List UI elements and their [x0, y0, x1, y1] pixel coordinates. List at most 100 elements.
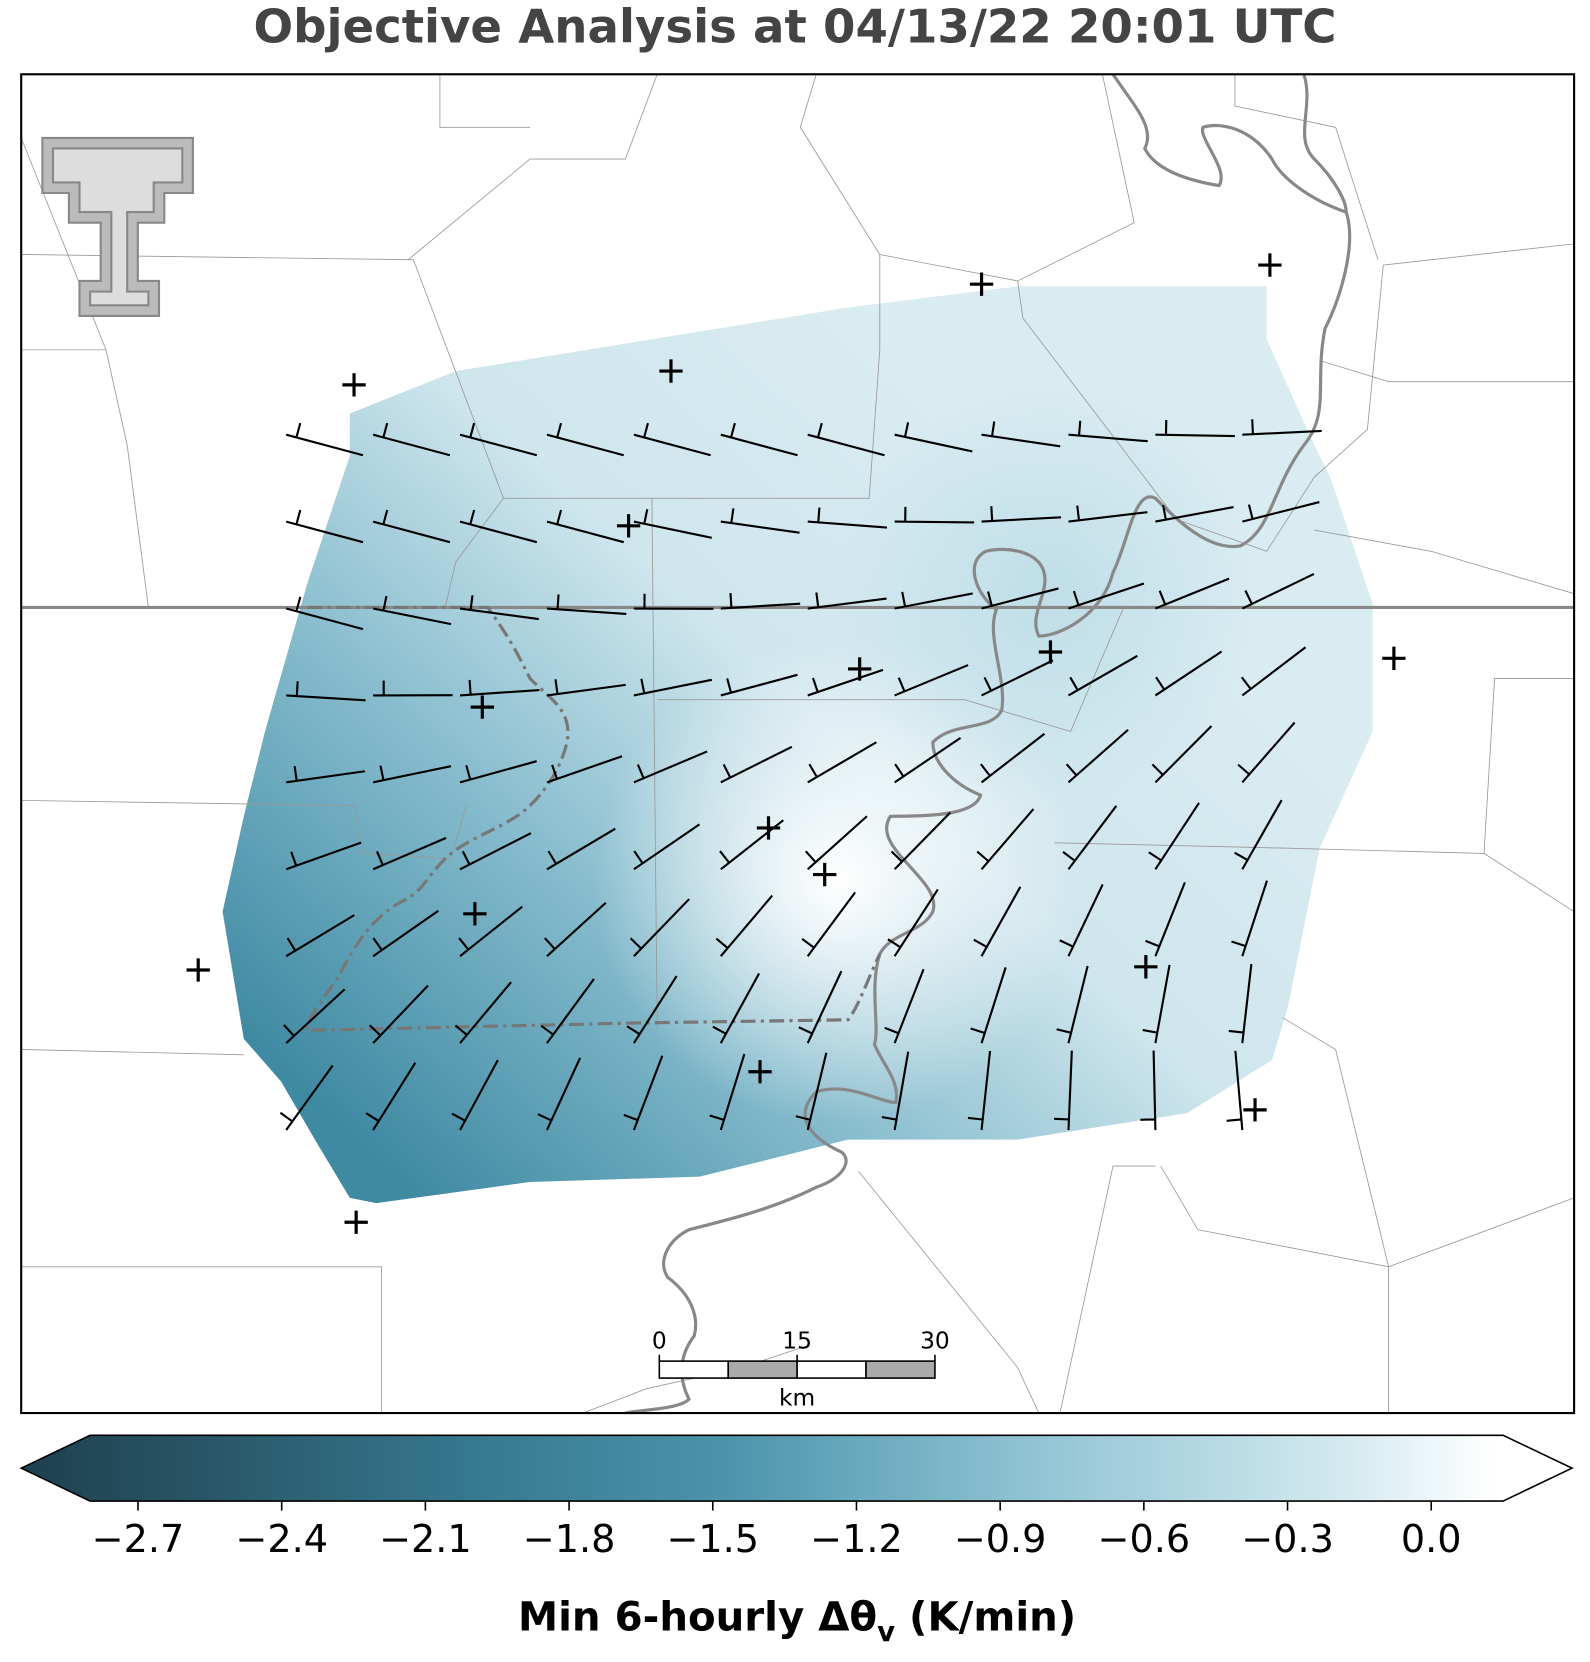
wind-barb: [1145, 881, 1186, 957]
wind-barb: [285, 914, 355, 958]
wind-barb: [795, 1052, 828, 1131]
wind-barb: [372, 422, 451, 457]
station-marker: [756, 816, 781, 840]
wind-barb: [286, 681, 366, 702]
wind-barb: [1154, 650, 1223, 697]
colorbar-tick-label: −1.8: [523, 1517, 616, 1561]
colorbar-tick-label: −0.6: [1098, 1517, 1191, 1561]
wind-barb: [1234, 799, 1283, 870]
wind-barb: [1226, 1050, 1244, 1131]
wind-barb: [629, 898, 690, 957]
wind-barb: [626, 975, 678, 1044]
wind-barb: [285, 841, 362, 871]
wind-barb: [1142, 964, 1171, 1044]
station-marker: [1243, 1098, 1267, 1122]
wind-barb: [887, 888, 939, 957]
wind-barb: [807, 422, 885, 457]
wind-barb: [976, 808, 1035, 870]
wind-barb: [546, 594, 627, 616]
colorbar-tick-label: 0.0: [1401, 1517, 1462, 1561]
station-marker: [1258, 253, 1282, 277]
station-marker: [1134, 955, 1158, 979]
wind-barbs: [279, 419, 1322, 1131]
wind-barb: [459, 509, 538, 544]
wind-barb: [720, 673, 798, 697]
wind-barb: [1241, 573, 1315, 610]
wind-barb: [720, 592, 801, 610]
wind-barb: [459, 595, 539, 621]
wind-barb: [365, 1062, 417, 1131]
station-marker: [470, 695, 494, 719]
wind-barb: [1231, 880, 1268, 957]
wind-barb: [368, 984, 429, 1044]
dashed-boundary: [305, 605, 882, 1033]
wind-barb: [546, 509, 625, 544]
wind-barb: [458, 905, 523, 958]
wind-barb: [372, 836, 447, 871]
wind-barb: [1237, 721, 1296, 784]
map: 0 15 30 km: [21, 74, 1575, 1414]
county-lines: [21, 74, 1575, 1414]
station-marker: [344, 1210, 368, 1234]
scale-tick-label: 0: [652, 1327, 667, 1354]
wind-barb: [798, 970, 843, 1044]
wind-barb: [801, 891, 856, 957]
wind-barb: [372, 509, 451, 544]
wind-barb: [633, 509, 712, 539]
wind-barb: [459, 760, 537, 784]
wind-barb: [973, 886, 1022, 957]
station-marker: [748, 1060, 772, 1084]
wind-barb: [709, 1053, 746, 1131]
wind-barb: [544, 901, 607, 957]
wind-barb: [894, 591, 973, 610]
wind-barb: [1054, 1050, 1073, 1131]
wind-barb: [1148, 802, 1200, 870]
wind-barb: [890, 811, 952, 871]
wind-barb: [884, 968, 925, 1044]
wind-barb: [633, 678, 713, 697]
wind-barb: [454, 981, 512, 1044]
colorbar-tick-label: −2.1: [379, 1517, 472, 1561]
wind-barb: [807, 668, 884, 697]
map-frame: [20, 73, 1576, 1415]
station-marker: [1038, 640, 1063, 664]
colorbar-label-subscript: v: [877, 1616, 895, 1648]
wind-barb: [981, 587, 1059, 610]
wind-barb: [1059, 883, 1104, 957]
wind-barb: [546, 755, 623, 784]
wind-barb: [279, 1064, 334, 1131]
colorbar-tick-label: −1.2: [810, 1517, 903, 1561]
colorbar-tick-label: −0.3: [1241, 1517, 1334, 1561]
wind-barb: [633, 823, 701, 871]
wind-barb: [970, 967, 1007, 1044]
wind-barb: [459, 679, 540, 697]
colorbar-tick-label: −2.7: [92, 1517, 185, 1561]
wind-barb: [372, 765, 452, 784]
colorbar-body: [19, 1434, 1574, 1502]
station-marker: [659, 359, 683, 383]
colorbar-label-main: Min 6-hourly Δθ: [518, 1594, 877, 1640]
wind-barb: [1068, 420, 1148, 443]
wind-barb: [980, 732, 1046, 784]
wind-barb: [633, 750, 708, 784]
wind-barb: [981, 421, 1061, 448]
wind-barb: [720, 508, 800, 534]
wind-barb: [894, 664, 969, 697]
wind-barb: [807, 592, 887, 610]
scale-tick-label: 15: [782, 1327, 812, 1354]
colorbar-tick-label: −0.9: [954, 1517, 1047, 1561]
wind-barb: [1240, 646, 1307, 697]
wind-barb: [1140, 1050, 1157, 1131]
analysis-highlight: [222, 286, 1373, 1204]
wind-barb: [981, 506, 1062, 523]
scale-bar: [658, 1360, 936, 1379]
wind-barb: [372, 909, 439, 958]
wind-barb: [1242, 419, 1322, 436]
wind-barb: [546, 422, 625, 457]
wind-barb: [720, 745, 793, 784]
wind-barb: [894, 737, 962, 784]
wind-barb: [1065, 728, 1129, 784]
wind-barb: [1228, 964, 1253, 1044]
